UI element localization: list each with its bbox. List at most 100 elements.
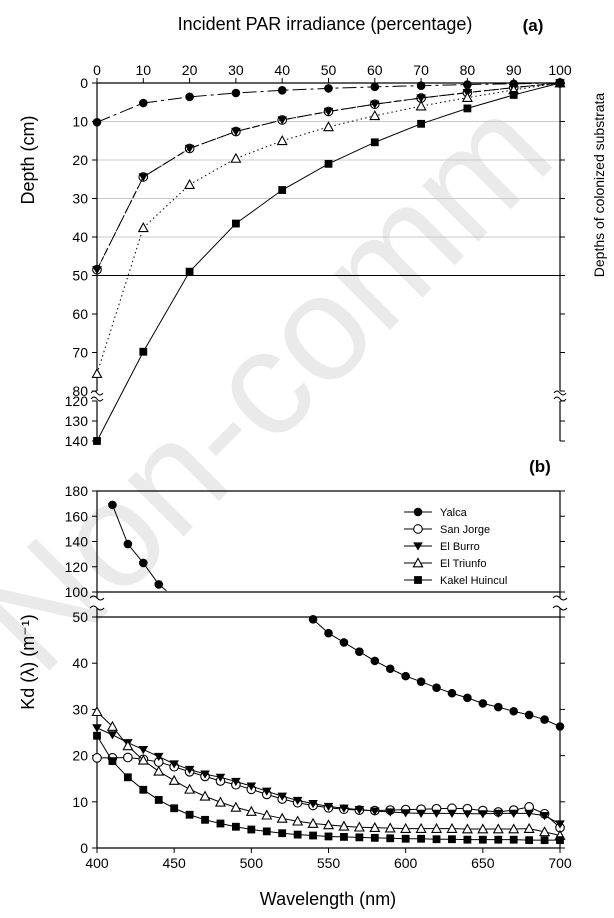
panel-b-axis-break-gap [553, 598, 567, 608]
panel-a-y-tick-label: 60 [72, 306, 88, 322]
panel-a-point [230, 152, 242, 163]
panel-b-point [338, 820, 350, 831]
panel-b-point [92, 753, 102, 763]
panel-b-y-tick-label: 140 [65, 534, 89, 550]
panel-b-point [170, 804, 179, 813]
legend-label: Yalca [440, 507, 468, 519]
panel-b-point [216, 819, 225, 828]
panel-b-x-tick-label: 700 [548, 855, 572, 871]
panel-b-point [324, 832, 333, 841]
panel-a-x-tick-label: 90 [506, 62, 522, 78]
panel-b-point [232, 822, 240, 831]
panel-b-y-tick-label: 0 [80, 840, 88, 856]
panel-b-x-tick-label: 650 [471, 855, 495, 871]
panel-b-y-tick-label: 20 [72, 748, 88, 764]
panel-b-x-tick-label: 500 [240, 855, 264, 871]
panel-b-point [523, 822, 535, 833]
panel-b-point [199, 790, 211, 801]
panel-b-y-tick-label: 180 [65, 483, 89, 499]
panel-b-axis-break [89, 595, 105, 601]
panel-b-point [525, 836, 534, 845]
panel-a-point [92, 266, 102, 275]
panel-a-point [139, 347, 148, 356]
panel-b-point [448, 835, 456, 844]
panel-b-point [416, 809, 426, 818]
panel-b-x-tick-label: 550 [317, 855, 341, 871]
panel-a-y-tick-label: 10 [72, 114, 88, 130]
panel-b-point [493, 809, 504, 818]
panel-b-point [369, 821, 381, 833]
panel-b-point [276, 812, 288, 823]
panel-a-point [509, 91, 518, 99]
panel-a-point [324, 159, 333, 168]
panel-b-point [355, 647, 364, 656]
panel-b-y-tick-label: 10 [72, 794, 88, 810]
panel-b-point [447, 809, 457, 818]
panel-b-point [92, 724, 102, 733]
panel-b-axis-break [89, 605, 105, 611]
panel-b-series-line-4 [96, 711, 561, 837]
panel-a-point [416, 94, 426, 103]
panel-b-point [401, 834, 410, 843]
panel-b-point [478, 835, 487, 844]
panel-b-point [168, 774, 180, 785]
panel-b-point [386, 834, 395, 843]
panel-b-point [540, 836, 549, 845]
panel-b-point [400, 822, 412, 833]
panel-b-point [385, 808, 396, 817]
panel-b-point [169, 760, 179, 769]
panel-b-point [353, 821, 365, 832]
panel-a-ylabel: Depth (cm) [18, 115, 38, 204]
panel-b-point [555, 820, 565, 829]
panel-a-point [93, 437, 101, 445]
panel-a-axis-break [90, 390, 104, 396]
panel-b-point [492, 823, 504, 834]
panel-a-x-tick-label: 80 [460, 62, 476, 78]
panel-a-point [139, 98, 148, 108]
panel-b-point [106, 720, 118, 731]
panel-a-point [322, 121, 335, 132]
panel-b-point [339, 638, 349, 647]
legend-marker [414, 576, 422, 584]
panel-b-point [340, 833, 348, 841]
panel-b-point [262, 827, 271, 836]
panel-b-point [122, 740, 134, 751]
panel-b-point [385, 664, 395, 674]
panel-b-point [431, 809, 442, 818]
panel-b-point [123, 773, 132, 782]
panel-b-point [139, 558, 148, 568]
panel-a-point [370, 82, 380, 92]
panel-b-point [509, 706, 518, 716]
panel-a-y-tick-label: 0 [80, 75, 88, 91]
panel-b-point [370, 833, 379, 842]
panel-b-point [214, 796, 226, 807]
panel-b-point [478, 699, 488, 708]
panel-a-point [417, 119, 425, 128]
panel-b-point [278, 829, 287, 838]
panel-b-point [261, 787, 272, 796]
panel-a-point [278, 186, 287, 194]
panel-b-y-tick-label: 40 [72, 655, 88, 671]
panel-b-point [138, 745, 149, 755]
panel-b-xlabel: Wavelength (nm) [260, 889, 396, 909]
panel-b-ylabel: Kd (λ) (m⁻¹) [18, 614, 38, 709]
panel-b-point [370, 807, 380, 816]
panel-a-point [92, 117, 102, 127]
panel-b-point [107, 731, 118, 740]
panel-b-point [477, 823, 489, 834]
panel-b-point [123, 752, 133, 763]
panel-a-point [415, 100, 427, 111]
panel-b-point [154, 580, 164, 589]
panel-a-point [416, 81, 426, 90]
panel-a-y-tick-label: 80 [72, 383, 88, 399]
panel-a-y-tick-label: 140 [65, 433, 89, 449]
panel-b-point [432, 683, 441, 692]
panel-b-point [415, 822, 427, 833]
panel-b-point [556, 836, 564, 845]
panel-b-y-tick-label: 50 [72, 609, 88, 625]
panel-b-point [322, 819, 335, 830]
panel-b-point [509, 835, 518, 844]
panel-a-point [91, 367, 103, 379]
panel-b-point [153, 765, 165, 776]
panel-b-point [463, 693, 472, 703]
